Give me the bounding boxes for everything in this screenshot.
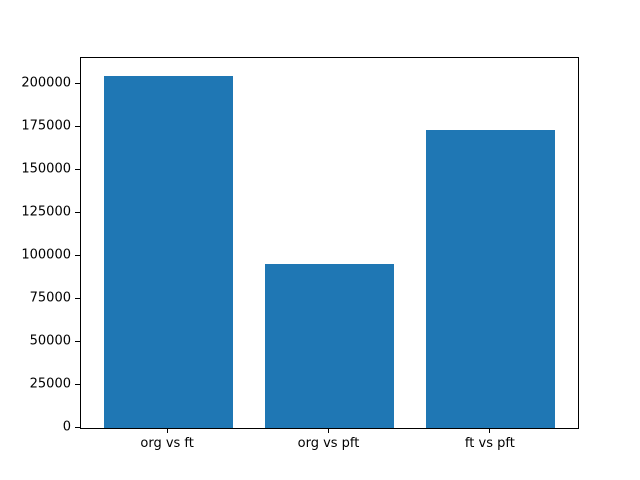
y-tick-mark — [75, 426, 80, 428]
y-tick-label: 175000 — [21, 118, 71, 134]
y-tick-label: 150000 — [21, 161, 71, 177]
y-tick-label: 0 — [62, 419, 71, 435]
x-tick-mark — [489, 428, 491, 433]
y-tick-label: 125000 — [21, 204, 71, 220]
y-tick-mark — [75, 254, 80, 256]
bar-org-vs-pft — [264, 264, 395, 428]
y-tick-label: 75000 — [29, 290, 71, 306]
x-tick-mark — [328, 428, 329, 433]
y-tick-mark — [75, 125, 80, 127]
bar-ft-vs-pft — [426, 130, 556, 428]
y-tick-mark — [75, 340, 80, 342]
x-tick-label: ft vs pft — [464, 436, 515, 451]
y-tick-mark — [75, 168, 80, 170]
x-tick-label: org vs ft — [140, 436, 194, 451]
y-tick-mark — [75, 383, 80, 385]
plot-area — [80, 57, 579, 429]
y-tick-mark — [75, 82, 80, 84]
x-tick-mark — [166, 428, 168, 433]
y-tick-label: 100000 — [21, 247, 71, 263]
x-tick-label: org vs pft — [297, 436, 360, 451]
y-tick-mark — [75, 211, 80, 213]
bar-org-vs-ft — [103, 75, 233, 428]
y-tick-label: 25000 — [29, 376, 71, 392]
y-tick-label: 50000 — [29, 333, 71, 349]
y-tick-mark — [75, 297, 80, 299]
y-tick-label: 200000 — [21, 75, 71, 91]
